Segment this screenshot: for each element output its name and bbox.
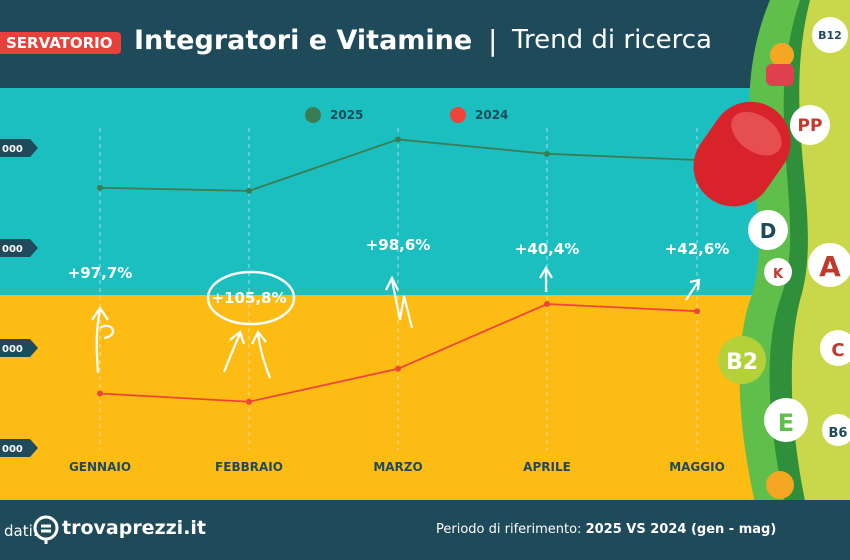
hand-drawn-arrows bbox=[91, 265, 701, 379]
annotation-4: +42,6% bbox=[665, 240, 730, 258]
point-2025-0 bbox=[97, 184, 103, 191]
footer-period-value: 2025 VS 2024 (gen - mag) bbox=[585, 522, 777, 537]
legend-label-2025: 2025 bbox=[330, 108, 363, 122]
header bbox=[0, 0, 850, 88]
footer bbox=[0, 500, 850, 560]
vitamin-pp-icon bbox=[790, 105, 830, 145]
y-tick-tag-2 bbox=[0, 339, 38, 357]
vitamin-e-icon bbox=[764, 398, 808, 442]
meat-icon bbox=[766, 64, 794, 86]
vitamin-decoration: B12 PP D K A B2 C E B6 bbox=[693, 0, 850, 560]
x-label-3: APRILE bbox=[523, 460, 571, 474]
observatory-badge: SERVATORIO bbox=[0, 32, 121, 54]
x-label-0: GENNAIO bbox=[69, 460, 131, 474]
y-tick-labels: 000 000 000 000 bbox=[0, 139, 38, 457]
x-label-1: FEBBRAIO bbox=[215, 460, 283, 474]
page-subtitle: Trend di ricerca bbox=[512, 25, 712, 55]
trovaprezzi-logo-icon bbox=[33, 515, 59, 544]
vitamin-d-icon bbox=[748, 210, 788, 250]
vitamin-label-5: B2 bbox=[726, 350, 758, 375]
vitamin-label-3: K bbox=[773, 267, 784, 282]
chart-series bbox=[97, 136, 700, 405]
footer-period: Periodo di riferimento: 2025 VS 2024 (ge… bbox=[436, 522, 776, 537]
vitamin-label-8: B6 bbox=[829, 426, 848, 441]
point-2024-2 bbox=[395, 365, 401, 372]
x-label-2: MARZO bbox=[373, 460, 422, 474]
title-separator: | bbox=[488, 24, 498, 57]
footer-source-label: dati: bbox=[4, 522, 38, 540]
egg-icon bbox=[770, 43, 794, 67]
chart-band-yellow bbox=[0, 295, 850, 500]
point-2025-2 bbox=[395, 136, 401, 143]
vitamin-a-icon bbox=[808, 243, 850, 287]
page-title: Integratori e Vitamine bbox=[134, 25, 473, 56]
y-tick-label-0: 000 bbox=[2, 144, 23, 155]
point-2024-4 bbox=[694, 308, 700, 315]
footer-period-label: Periodo di riferimento: bbox=[436, 522, 582, 537]
point-2024-3 bbox=[544, 301, 550, 307]
growth-annotations: +97,7% +105,8% +98,6% +40,4% +42,6% bbox=[68, 236, 730, 307]
point-2025-3 bbox=[544, 150, 550, 157]
y-tick-label-3: 000 bbox=[2, 444, 23, 455]
legend-marker-2024 bbox=[450, 107, 466, 123]
capsule-icon bbox=[693, 101, 791, 207]
y-tick-tag-0 bbox=[0, 139, 38, 157]
annotation-2: +98,6% bbox=[366, 236, 431, 254]
vitamin-b6-icon bbox=[822, 414, 850, 446]
y-tick-tag-3 bbox=[0, 439, 38, 457]
y-tick-tag-1 bbox=[0, 239, 38, 257]
vitamin-k-icon bbox=[764, 258, 792, 286]
point-2025-1 bbox=[246, 187, 252, 194]
legend-marker-2025 bbox=[305, 107, 321, 123]
orange-slice-icon bbox=[766, 471, 794, 499]
vitamin-b12-icon bbox=[812, 17, 848, 53]
vitamin-b2-icon bbox=[718, 336, 766, 384]
annotation-3: +40,4% bbox=[515, 240, 580, 258]
vitamin-label-0: B12 bbox=[818, 29, 842, 42]
point-2024-1 bbox=[246, 398, 252, 405]
vitamin-label-7: E bbox=[778, 409, 794, 437]
vitamin-c-icon bbox=[820, 330, 850, 366]
vitamin-label-1: PP bbox=[798, 116, 823, 136]
annotation-1: +105,8% bbox=[211, 289, 286, 307]
y-tick-label-1: 000 bbox=[2, 244, 23, 255]
vitamin-label-4: A bbox=[819, 250, 841, 283]
legend-label-2024: 2024 bbox=[475, 108, 508, 122]
annotation-0: +97,7% bbox=[68, 264, 133, 282]
vitamin-label-6: C bbox=[831, 340, 844, 361]
x-label-4: MAGGIO bbox=[669, 460, 725, 474]
vitamin-label-2: D bbox=[760, 219, 777, 243]
y-tick-label-2: 000 bbox=[2, 344, 23, 355]
footer-brand: trovaprezzi.it bbox=[62, 517, 207, 539]
x-tick-labels: GENNAIO FEBBRAIO MARZO APRILE MAGGIO bbox=[69, 460, 725, 474]
point-2024-0 bbox=[97, 390, 103, 397]
chart-legend: 2025 2024 bbox=[305, 107, 508, 123]
